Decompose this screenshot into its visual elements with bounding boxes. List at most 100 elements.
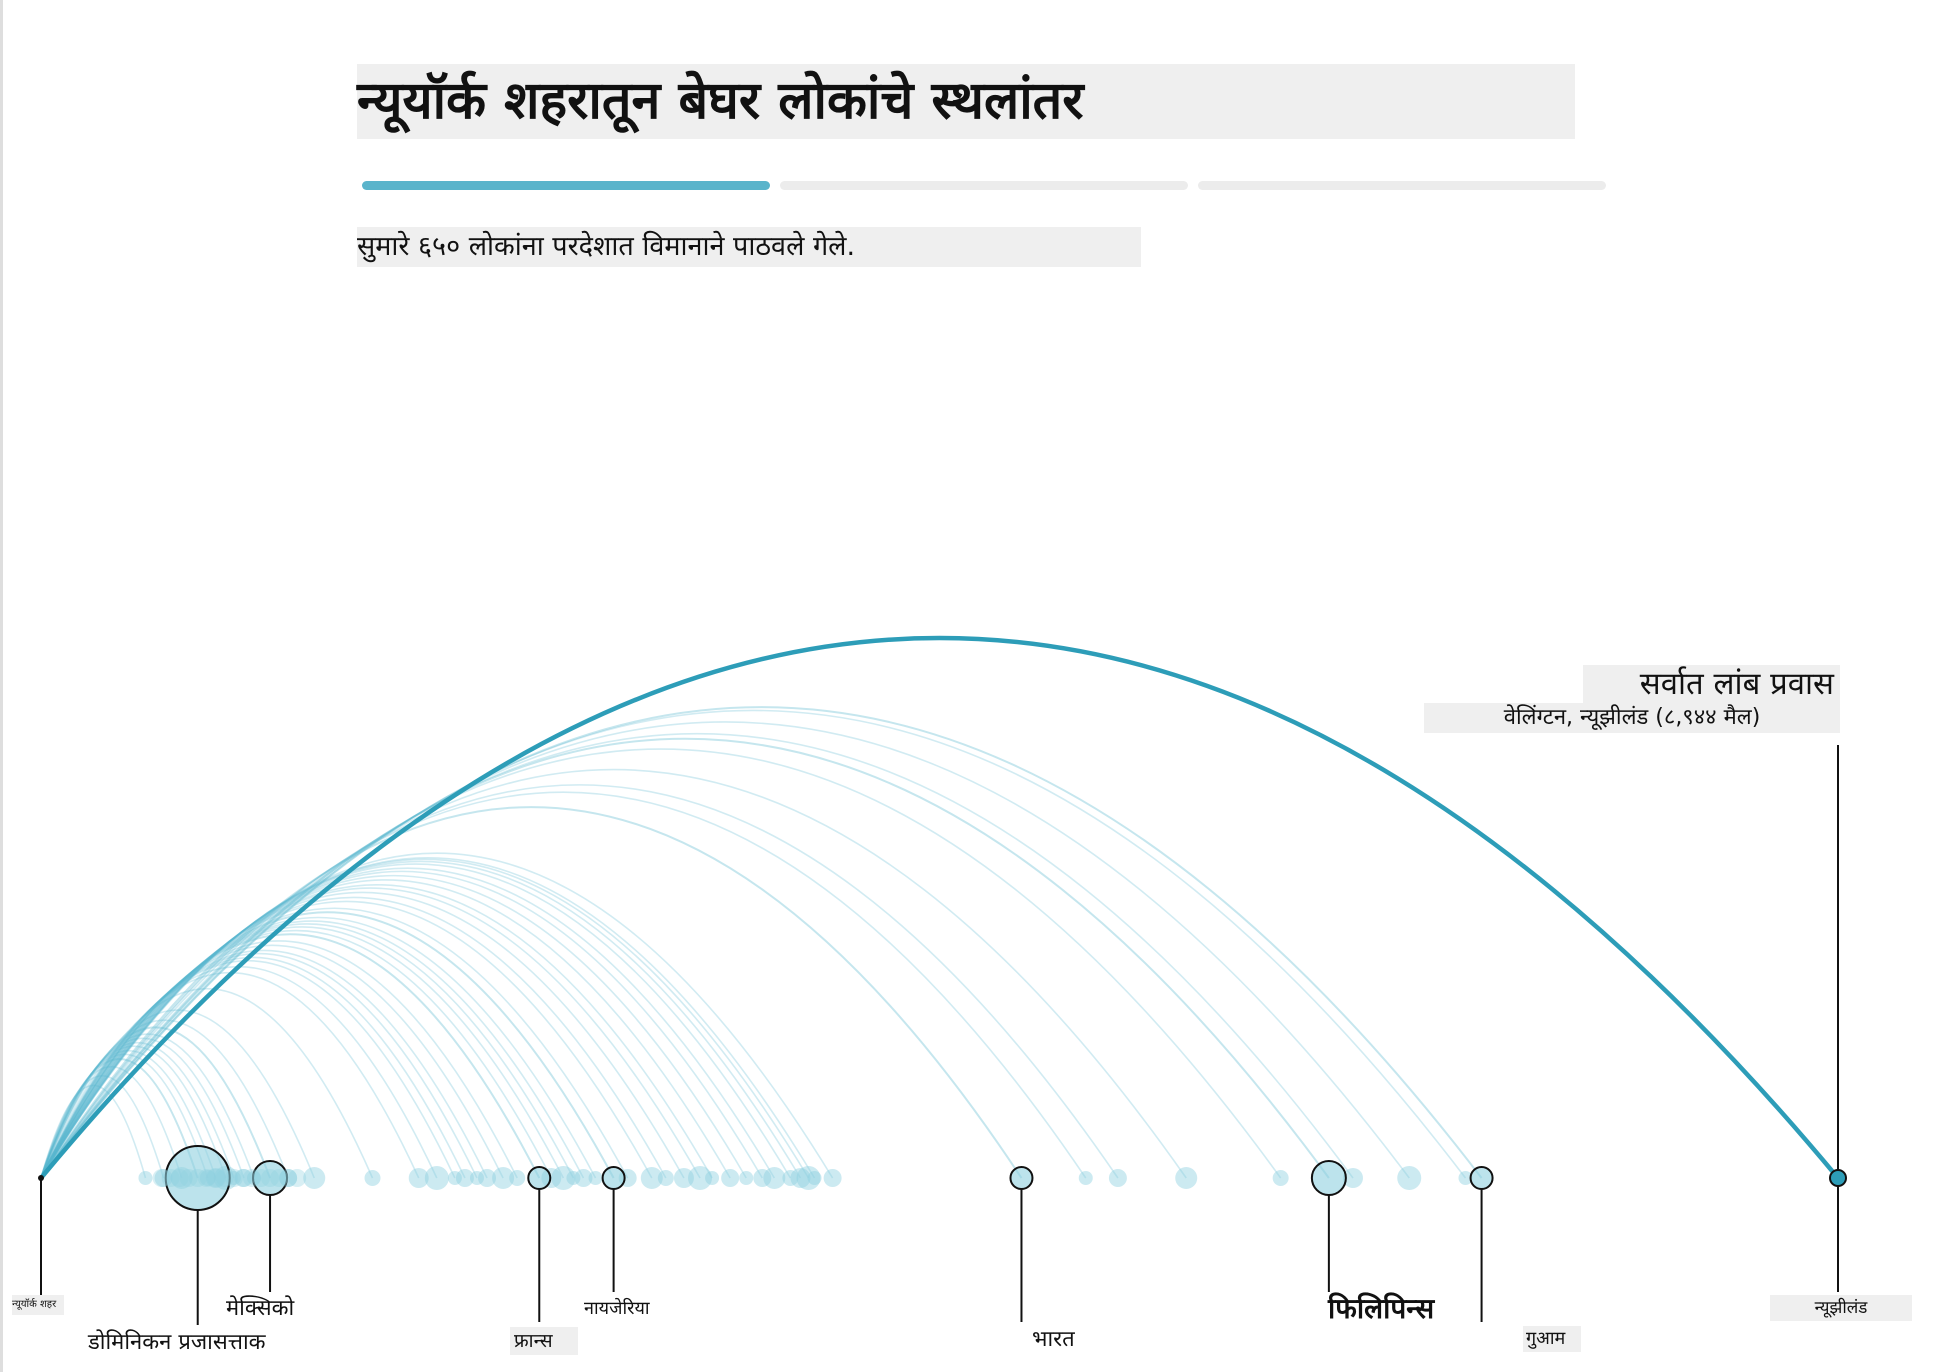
destination-arc xyxy=(40,1026,271,1179)
destination-arc xyxy=(40,887,701,1179)
destination-arc xyxy=(40,768,1187,1179)
destination-dot xyxy=(469,1171,484,1185)
destination-dot xyxy=(279,1169,298,1187)
origin-label-highlight xyxy=(12,1295,64,1315)
destination-arc xyxy=(40,791,1087,1179)
label-guam-highlight xyxy=(1523,1326,1581,1352)
annotation-detail-highlight xyxy=(1424,703,1840,733)
destination-arc xyxy=(40,900,653,1179)
destination-dot xyxy=(1458,1171,1473,1185)
destination-dot xyxy=(574,1169,593,1187)
destination-dot xyxy=(424,1166,449,1190)
progress-step-2[interactable] xyxy=(780,181,1188,190)
destination-dot xyxy=(206,1169,225,1187)
destination-arc xyxy=(40,916,597,1179)
annotation-title: सर्वात लांब प्रवास xyxy=(1639,666,1834,702)
destination-dot xyxy=(1829,1169,1847,1187)
destination-arc xyxy=(40,1066,183,1179)
destination-dot xyxy=(179,1169,198,1187)
destination-dot xyxy=(790,1168,811,1188)
destination-arc xyxy=(40,956,466,1179)
destination-arc xyxy=(40,1084,147,1179)
destination-arc xyxy=(40,920,585,1179)
destination-dot xyxy=(673,1168,694,1188)
destination-dot xyxy=(688,1166,713,1190)
destination-arc xyxy=(40,891,685,1179)
destination-arc xyxy=(40,870,763,1179)
destination-dot xyxy=(527,1166,552,1190)
destination-arc xyxy=(40,883,713,1179)
destination-dot xyxy=(270,1169,289,1187)
destination-arc xyxy=(40,737,1330,1179)
destination-arc xyxy=(40,1019,289,1179)
destination-dot xyxy=(705,1171,720,1185)
destination-dot xyxy=(1469,1166,1494,1190)
subtitle: सुमारे ६५० लोकांना परदेशात विमानाने पाठव… xyxy=(357,231,856,262)
destination-arc xyxy=(40,852,834,1179)
destination-dot xyxy=(161,1169,180,1187)
destination-dot xyxy=(455,1169,474,1187)
destination-arc xyxy=(40,1037,245,1179)
label-france-highlight xyxy=(510,1327,578,1355)
destination-dot xyxy=(188,1169,207,1187)
destination-dot xyxy=(807,1171,822,1185)
destination-arc xyxy=(40,987,374,1179)
destination-dot xyxy=(1310,1160,1347,1196)
destination-arc xyxy=(40,1045,227,1179)
destination-arc xyxy=(40,867,776,1179)
destination-arc xyxy=(40,953,478,1179)
destination-dot xyxy=(823,1169,842,1187)
destination-dot xyxy=(364,1170,381,1186)
label-guam: गुआम xyxy=(1526,1328,1566,1349)
destination-arc xyxy=(40,858,810,1179)
label-france: फ्रान्स xyxy=(514,1330,553,1352)
destination-arc xyxy=(40,860,802,1179)
arc-layer xyxy=(40,706,1483,1179)
destination-dot xyxy=(252,1169,271,1187)
destination-dot xyxy=(447,1171,462,1185)
destination-dot xyxy=(138,1171,153,1185)
longest-arc-layer xyxy=(39,635,1840,1180)
progress-step-3[interactable] xyxy=(1198,181,1606,190)
destination-dot xyxy=(721,1169,740,1187)
destination-arc xyxy=(40,944,504,1179)
page-title: न्यूयॉर्क शहरातून बेघर लोकांचे स्थलांतर xyxy=(357,71,1084,131)
label-philippines: फिलिपिन्स xyxy=(1328,1292,1435,1325)
destination-dot xyxy=(1342,1168,1363,1188)
destination-arc xyxy=(40,721,1410,1179)
destination-arc xyxy=(40,923,575,1179)
destination-arc xyxy=(40,907,629,1179)
destination-dot xyxy=(1108,1169,1127,1187)
destination-dot xyxy=(197,1169,216,1187)
destination-arc xyxy=(40,896,667,1179)
destination-arc xyxy=(40,940,518,1179)
destination-arc xyxy=(40,784,1119,1179)
destination-dot xyxy=(1078,1171,1093,1185)
label-dominican-republic: डोमिनिकन प्रजासत्ताक xyxy=(88,1330,266,1355)
destination-arc xyxy=(40,1053,209,1179)
destination-dot xyxy=(739,1171,754,1185)
progress-step-1[interactable] xyxy=(362,181,770,190)
destination-dot xyxy=(551,1166,576,1190)
destination-dot xyxy=(1397,1166,1422,1190)
destination-dot xyxy=(566,1171,581,1185)
destination-dot xyxy=(509,1170,526,1186)
destination-dot xyxy=(408,1168,429,1188)
destination-arc xyxy=(40,1033,255,1179)
destination-dot xyxy=(1009,1166,1034,1190)
destination-dot xyxy=(753,1169,772,1187)
origin-label: न्यूयॉर्क शहर xyxy=(12,1299,57,1310)
destination-dot xyxy=(1175,1167,1198,1189)
longest-trip-arc xyxy=(39,635,1840,1180)
annotation-title-highlight xyxy=(1583,665,1840,703)
destination-arc xyxy=(40,863,792,1179)
destination-arc xyxy=(40,706,1483,1179)
destination-dot xyxy=(492,1167,515,1189)
label-nigeria: नायजेरिया xyxy=(584,1298,650,1319)
destination-arc xyxy=(40,1009,315,1179)
destination-dot xyxy=(1272,1170,1289,1186)
destination-arc xyxy=(40,930,553,1179)
destination-dot xyxy=(224,1169,243,1187)
destination-arc xyxy=(40,911,615,1179)
destination-dot xyxy=(478,1169,497,1187)
